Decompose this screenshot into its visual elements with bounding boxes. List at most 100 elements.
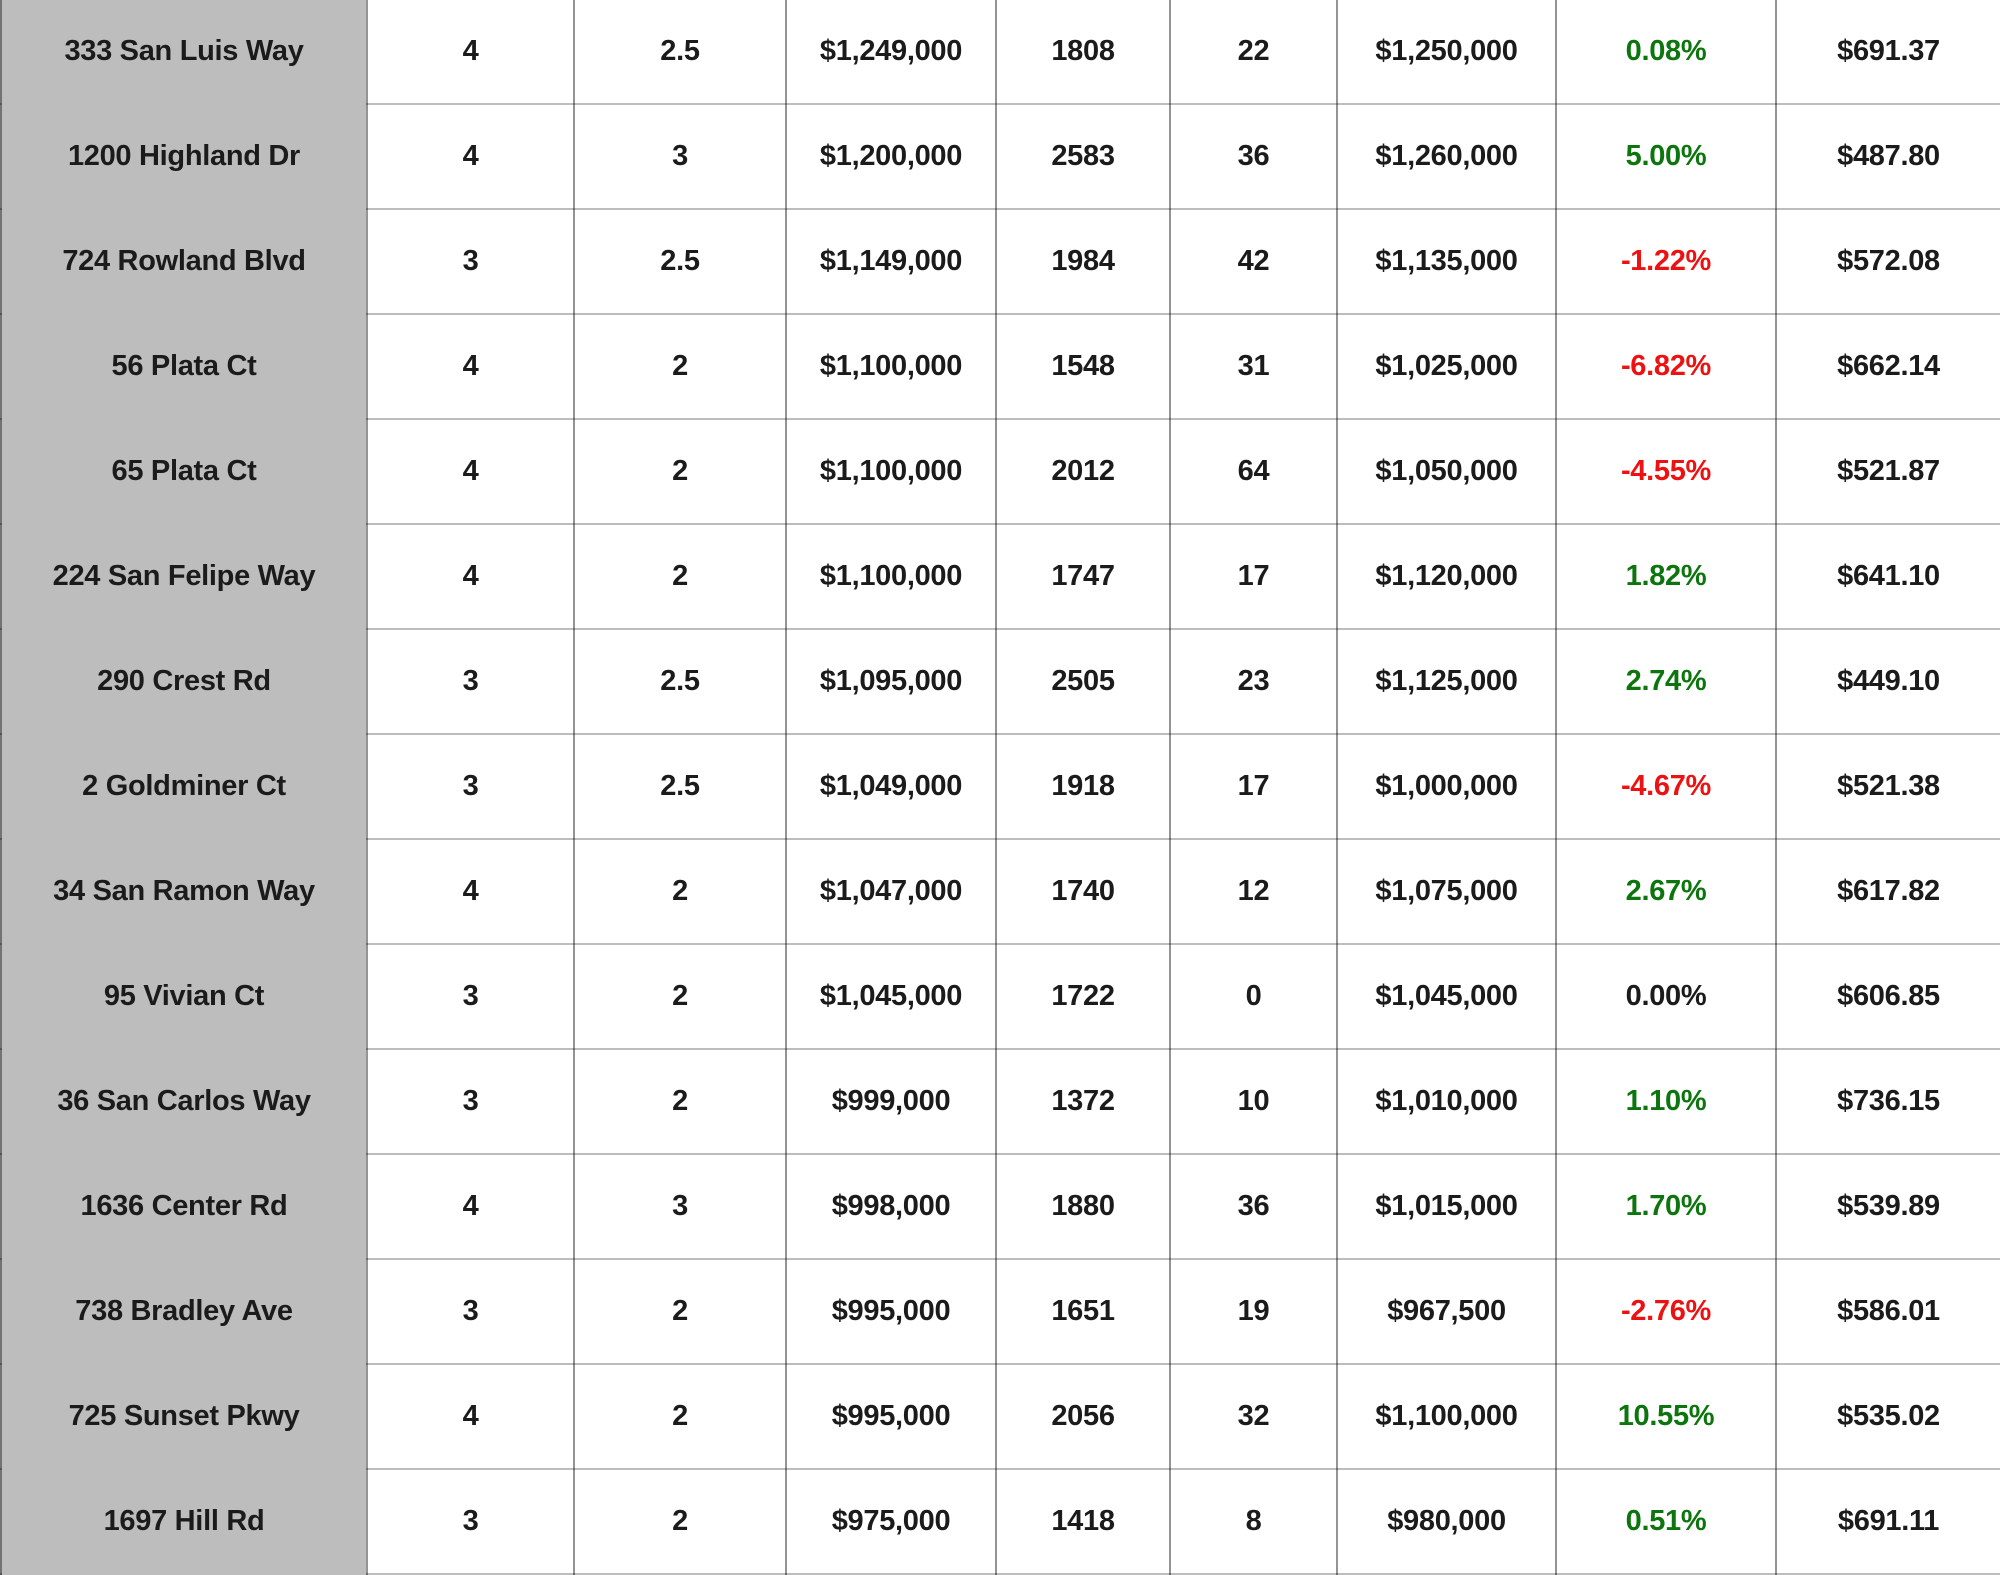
- cell-days-on-market[interactable]: 22: [1170, 0, 1338, 105]
- cell-days-on-market[interactable]: 17: [1170, 524, 1338, 630]
- cell-address[interactable]: 2 Goldminer Ct: [0, 734, 368, 840]
- cell-address[interactable]: 56 Plata Ct: [0, 314, 368, 420]
- cell-baths[interactable]: 3: [574, 1154, 787, 1260]
- cell-sold-price[interactable]: $1,135,000: [1337, 209, 1557, 315]
- cell-price-per-sqft[interactable]: $521.87: [1776, 419, 2000, 525]
- cell-percent-over-under-list[interactable]: 2.67%: [1556, 839, 1777, 945]
- cell-price-per-sqft[interactable]: $586.01: [1776, 1259, 2000, 1365]
- cell-square-feet[interactable]: 2012: [996, 419, 1171, 525]
- cell-days-on-market[interactable]: 31: [1170, 314, 1338, 420]
- cell-days-on-market[interactable]: 36: [1170, 104, 1338, 210]
- cell-baths[interactable]: 2.5: [574, 0, 787, 105]
- cell-beds[interactable]: 4: [367, 419, 575, 525]
- cell-sold-price[interactable]: $980,000: [1337, 1469, 1557, 1575]
- cell-list-price[interactable]: $1,047,000: [786, 839, 997, 945]
- cell-list-price[interactable]: $975,000: [786, 1469, 997, 1575]
- cell-list-price[interactable]: $1,095,000: [786, 629, 997, 735]
- cell-sold-price[interactable]: $1,045,000: [1337, 944, 1557, 1050]
- cell-address[interactable]: 65 Plata Ct: [0, 419, 368, 525]
- cell-sold-price[interactable]: $1,250,000: [1337, 0, 1557, 105]
- cell-list-price[interactable]: $1,049,000: [786, 734, 997, 840]
- cell-percent-over-under-list[interactable]: -4.67%: [1556, 734, 1777, 840]
- cell-baths[interactable]: 2: [574, 839, 787, 945]
- cell-price-per-sqft[interactable]: $736.15: [1776, 1049, 2000, 1155]
- cell-address[interactable]: 34 San Ramon Way: [0, 839, 368, 945]
- cell-square-feet[interactable]: 1740: [996, 839, 1171, 945]
- cell-address[interactable]: 1636 Center Rd: [0, 1154, 368, 1260]
- cell-list-price[interactable]: $999,000: [786, 1049, 997, 1155]
- cell-square-feet[interactable]: 1808: [996, 0, 1171, 105]
- cell-percent-over-under-list[interactable]: 1.82%: [1556, 524, 1777, 630]
- cell-square-feet[interactable]: 1372: [996, 1049, 1171, 1155]
- cell-price-per-sqft[interactable]: $691.37: [1776, 0, 2000, 105]
- cell-square-feet[interactable]: 1918: [996, 734, 1171, 840]
- cell-baths[interactable]: 2: [574, 314, 787, 420]
- cell-beds[interactable]: 3: [367, 209, 575, 315]
- cell-percent-over-under-list[interactable]: -4.55%: [1556, 419, 1777, 525]
- cell-beds[interactable]: 4: [367, 839, 575, 945]
- cell-beds[interactable]: 3: [367, 1049, 575, 1155]
- cell-beds[interactable]: 3: [367, 734, 575, 840]
- cell-baths[interactable]: 2: [574, 1259, 787, 1365]
- cell-days-on-market[interactable]: 12: [1170, 839, 1338, 945]
- cell-beds[interactable]: 4: [367, 314, 575, 420]
- cell-square-feet[interactable]: 1880: [996, 1154, 1171, 1260]
- cell-price-per-sqft[interactable]: $606.85: [1776, 944, 2000, 1050]
- cell-baths[interactable]: 2.5: [574, 209, 787, 315]
- cell-percent-over-under-list[interactable]: 1.10%: [1556, 1049, 1777, 1155]
- cell-list-price[interactable]: $1,100,000: [786, 524, 997, 630]
- cell-price-per-sqft[interactable]: $487.80: [1776, 104, 2000, 210]
- cell-address[interactable]: 333 San Luis Way: [0, 0, 368, 105]
- cell-address[interactable]: 725 Sunset Pkwy: [0, 1364, 368, 1470]
- cell-list-price[interactable]: $1,149,000: [786, 209, 997, 315]
- cell-baths[interactable]: 2: [574, 1469, 787, 1575]
- cell-square-feet[interactable]: 1651: [996, 1259, 1171, 1365]
- cell-price-per-sqft[interactable]: $572.08: [1776, 209, 2000, 315]
- cell-address[interactable]: 724 Rowland Blvd: [0, 209, 368, 315]
- cell-days-on-market[interactable]: 0: [1170, 944, 1338, 1050]
- cell-beds[interactable]: 4: [367, 104, 575, 210]
- cell-address[interactable]: 1697 Hill Rd: [0, 1469, 368, 1575]
- cell-list-price[interactable]: $1,200,000: [786, 104, 997, 210]
- cell-list-price[interactable]: $995,000: [786, 1259, 997, 1365]
- cell-beds[interactable]: 4: [367, 524, 575, 630]
- cell-price-per-sqft[interactable]: $691.11: [1776, 1469, 2000, 1575]
- cell-address[interactable]: 738 Bradley Ave: [0, 1259, 368, 1365]
- cell-baths[interactable]: 2: [574, 1364, 787, 1470]
- cell-sold-price[interactable]: $1,125,000: [1337, 629, 1557, 735]
- cell-price-per-sqft[interactable]: $449.10: [1776, 629, 2000, 735]
- cell-percent-over-under-list[interactable]: 2.74%: [1556, 629, 1777, 735]
- cell-beds[interactable]: 4: [367, 1364, 575, 1470]
- cell-baths[interactable]: 3: [574, 104, 787, 210]
- cell-square-feet[interactable]: 2056: [996, 1364, 1171, 1470]
- cell-square-feet[interactable]: 1722: [996, 944, 1171, 1050]
- cell-days-on-market[interactable]: 36: [1170, 1154, 1338, 1260]
- cell-beds[interactable]: 4: [367, 0, 575, 105]
- cell-list-price[interactable]: $1,100,000: [786, 314, 997, 420]
- cell-square-feet[interactable]: 2505: [996, 629, 1171, 735]
- cell-percent-over-under-list[interactable]: -2.76%: [1556, 1259, 1777, 1365]
- cell-sold-price[interactable]: $967,500: [1337, 1259, 1557, 1365]
- cell-sold-price[interactable]: $1,050,000: [1337, 419, 1557, 525]
- cell-price-per-sqft[interactable]: $662.14: [1776, 314, 2000, 420]
- cell-days-on-market[interactable]: 19: [1170, 1259, 1338, 1365]
- cell-sold-price[interactable]: $1,000,000: [1337, 734, 1557, 840]
- cell-square-feet[interactable]: 1548: [996, 314, 1171, 420]
- cell-percent-over-under-list[interactable]: 5.00%: [1556, 104, 1777, 210]
- cell-days-on-market[interactable]: 23: [1170, 629, 1338, 735]
- cell-days-on-market[interactable]: 42: [1170, 209, 1338, 315]
- cell-baths[interactable]: 2.5: [574, 629, 787, 735]
- cell-days-on-market[interactable]: 32: [1170, 1364, 1338, 1470]
- cell-list-price[interactable]: $995,000: [786, 1364, 997, 1470]
- cell-days-on-market[interactable]: 8: [1170, 1469, 1338, 1575]
- cell-address[interactable]: 224 San Felipe Way: [0, 524, 368, 630]
- cell-list-price[interactable]: $1,045,000: [786, 944, 997, 1050]
- cell-address[interactable]: 1200 Highland Dr: [0, 104, 368, 210]
- cell-square-feet[interactable]: 1984: [996, 209, 1171, 315]
- cell-baths[interactable]: 2: [574, 524, 787, 630]
- cell-price-per-sqft[interactable]: $521.38: [1776, 734, 2000, 840]
- cell-percent-over-under-list[interactable]: 1.70%: [1556, 1154, 1777, 1260]
- cell-percent-over-under-list[interactable]: 10.55%: [1556, 1364, 1777, 1470]
- cell-baths[interactable]: 2: [574, 1049, 787, 1155]
- cell-beds[interactable]: 3: [367, 1469, 575, 1575]
